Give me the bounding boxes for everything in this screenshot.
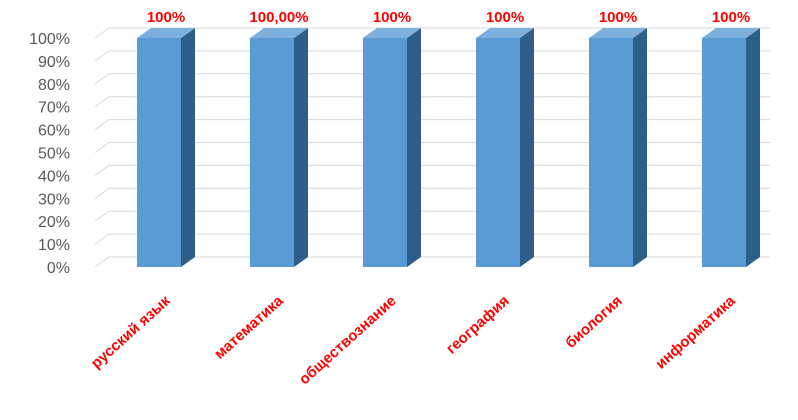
bar-side-face bbox=[520, 28, 534, 267]
bar-front-face bbox=[476, 38, 520, 267]
bars bbox=[137, 28, 760, 267]
bar bbox=[363, 28, 421, 267]
bar-front-face bbox=[137, 38, 181, 267]
bar-side-face bbox=[294, 28, 308, 267]
gridline bbox=[94, 233, 770, 245]
data-labels: 100% 100,00% 100% 100% 100% 100% bbox=[147, 9, 750, 26]
gridline bbox=[94, 73, 770, 85]
gridline bbox=[94, 210, 770, 222]
bar bbox=[250, 28, 308, 267]
gridlines bbox=[94, 27, 770, 268]
gridline bbox=[94, 96, 770, 108]
data-label: 100% bbox=[373, 9, 411, 26]
category-label: русский язык bbox=[88, 292, 174, 372]
category-label: информатика bbox=[652, 292, 739, 373]
y-tick-label: 60% bbox=[38, 123, 70, 140]
gridline bbox=[94, 142, 770, 153]
category-label: математика bbox=[211, 292, 287, 363]
y-tick-label: 80% bbox=[38, 77, 70, 94]
bar bbox=[702, 28, 760, 267]
y-tick-label: 20% bbox=[38, 214, 70, 231]
bar bbox=[589, 28, 647, 267]
bar-front-face bbox=[250, 38, 294, 267]
bar-front-face bbox=[589, 38, 633, 267]
bar-side-face bbox=[746, 28, 760, 267]
gridline bbox=[94, 256, 770, 268]
bar bbox=[476, 28, 534, 267]
bar-side-face bbox=[181, 28, 195, 267]
y-tick-label: 10% bbox=[38, 237, 70, 254]
data-label: 100% bbox=[599, 9, 637, 26]
y-tick-label: 70% bbox=[38, 100, 70, 117]
y-tick-label: 30% bbox=[38, 191, 70, 208]
category-label: биология bbox=[562, 292, 625, 351]
bar-top-face bbox=[476, 28, 534, 38]
data-label: 100% bbox=[486, 9, 524, 26]
category-label: обществознание bbox=[296, 292, 400, 388]
bar bbox=[137, 28, 195, 267]
gridline bbox=[94, 187, 770, 199]
bar-front-face bbox=[702, 38, 746, 267]
bar-top-face bbox=[363, 28, 421, 38]
gridline bbox=[94, 119, 770, 131]
y-tick-label: 100% bbox=[29, 31, 70, 48]
category-label: география bbox=[443, 292, 513, 357]
gridline bbox=[94, 164, 770, 176]
bar-side-face bbox=[407, 28, 421, 267]
data-label: 100,00% bbox=[249, 9, 308, 26]
bar-top-face bbox=[137, 28, 195, 38]
data-label: 100% bbox=[147, 9, 185, 26]
y-axis-ticks: 0% 10% 20% 30% 40% 50% 60% 70% 80% 90% 100% bbox=[29, 31, 70, 277]
data-label: 100% bbox=[712, 9, 750, 26]
bar-top-face bbox=[702, 28, 760, 38]
y-tick-label: 90% bbox=[38, 54, 70, 71]
bar-side-face bbox=[633, 28, 647, 267]
y-tick-label: 50% bbox=[38, 146, 70, 163]
gridline bbox=[94, 27, 770, 39]
y-tick-label: 40% bbox=[38, 168, 70, 185]
gridline bbox=[94, 50, 770, 62]
y-tick-label: 0% bbox=[47, 260, 70, 277]
bar-top-face bbox=[589, 28, 647, 38]
category-labels: русский язык математика обществознание геог… bbox=[88, 292, 739, 388]
bar-top-face bbox=[250, 28, 308, 38]
bar-front-face bbox=[363, 38, 407, 267]
